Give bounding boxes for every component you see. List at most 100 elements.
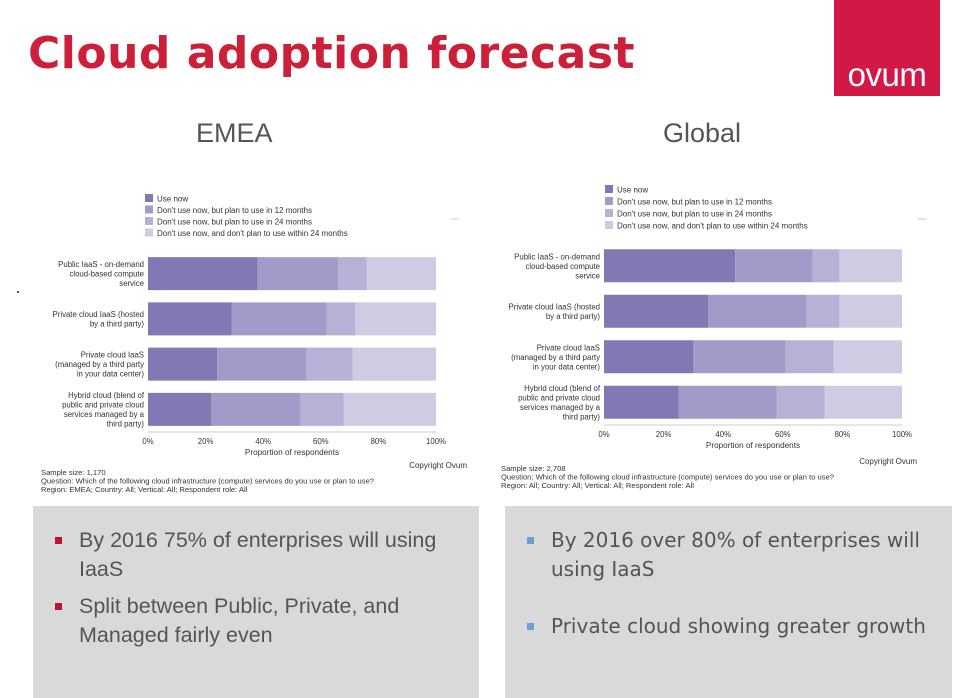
bar-segment — [366, 257, 436, 291]
emea-bullet-list: By 2016 75% of enterprises will using Ia… — [55, 526, 455, 650]
x-axis-title: Proportion of respondents — [706, 441, 800, 450]
bar-segment — [148, 347, 218, 381]
question-text: Question: Which of the following cloud i… — [41, 477, 374, 486]
global-bullet-list: By 2016 over 80% of enterprises will usi… — [527, 526, 928, 641]
bar-segment — [839, 294, 902, 328]
x-tick-label: 80% — [835, 430, 851, 439]
x-tick-label: 60% — [313, 437, 329, 446]
question-text: Question: Which of the following cloud i… — [501, 473, 834, 482]
legend-swatch — [145, 205, 153, 214]
legend-label: Use now — [617, 186, 648, 195]
global-heading: Global — [663, 118, 742, 148]
x-tick-label: 0% — [142, 437, 153, 446]
square-bullet-icon — [527, 537, 534, 544]
bar-segment — [604, 340, 694, 374]
bar-segment — [776, 385, 825, 419]
category-label: Private cloud IaaS (managed by a third pa… — [511, 343, 600, 371]
global-chart-svg: Use now Don't use now, but plan to use in… — [501, 185, 926, 490]
copyright-text: Copyright Ovum — [859, 457, 917, 466]
x-tick-label: 100% — [892, 430, 912, 439]
bar-segment — [812, 249, 840, 283]
bar-segment — [257, 257, 339, 291]
emea-bullet-item: By 2016 75% of enterprises will using Ia… — [55, 526, 455, 584]
stray-mark — [17, 291, 19, 293]
square-bullet-icon — [55, 603, 62, 610]
x-tick-label: 20% — [656, 430, 672, 439]
x-tick-label: 40% — [255, 437, 271, 446]
bar-segment — [231, 302, 327, 336]
legend-label: Don't use now, but plan to use in 12 mon… — [157, 206, 312, 215]
x-tick-label: 40% — [715, 430, 731, 439]
bar-segment — [338, 257, 367, 291]
bar-segment — [326, 302, 356, 336]
bullet-text: By 2016 75% of enterprises will using Ia… — [79, 528, 437, 581]
bar-segment — [148, 302, 232, 336]
emea-chart: Use now Don't use now, but plan to use in… — [33, 188, 478, 500]
emea-bullet-item: Split between Public, Private, and Manag… — [55, 592, 455, 650]
legend-label: Don't use now, but plan to use in 24 mon… — [157, 218, 312, 227]
emea-chart-svg: Use now Don't use now, but plan to use in… — [41, 194, 467, 494]
bar-segment — [735, 249, 813, 283]
bar-segment — [604, 385, 679, 419]
square-bullet-icon — [527, 623, 534, 630]
square-bullet-icon — [55, 537, 62, 544]
bar-segment — [678, 385, 777, 419]
bar-segment — [306, 347, 353, 381]
legend-swatch — [145, 217, 153, 225]
bar-segment — [604, 294, 709, 328]
category-label: Hybrid cloud (blend of public and private… — [62, 391, 145, 429]
bar-segment — [352, 347, 436, 381]
bar-segment — [839, 249, 902, 283]
x-tick-label: 60% — [775, 430, 791, 439]
legend-label: Don't use now, but plan to use in 12 mon… — [617, 198, 772, 207]
bullet-text: Private cloud showing greater growth — [551, 614, 926, 638]
legend-label: Don't use now, and don't plan to use wit… — [617, 222, 808, 231]
legend-swatch — [605, 209, 613, 217]
legend-label: Use now — [157, 195, 188, 204]
x-tick-label: 80% — [371, 437, 387, 446]
legend-label: Don't use now, and don't plan to use wit… — [157, 229, 348, 238]
legend-swatch — [145, 228, 153, 237]
bullet-text: By 2016 over 80% of enterprises will usi… — [551, 528, 920, 581]
legend-swatch — [605, 221, 613, 229]
bar-segment — [148, 392, 212, 426]
x-tick-label: 100% — [426, 437, 446, 446]
sample-size-text: Sample size: 2,708 — [501, 464, 566, 473]
bar-segment — [604, 249, 736, 283]
emea-summary-panel: By 2016 75% of enterprises will using Ia… — [33, 506, 479, 698]
region-text: Region: All; Country: All; Vertical: All… — [501, 481, 694, 490]
global-bullet-item: By 2016 over 80% of enterprises will usi… — [527, 526, 928, 584]
category-label: Private cloud IaaS (managed by a third pa… — [55, 351, 144, 379]
legend-swatch — [145, 194, 153, 202]
bar-segment — [785, 340, 834, 374]
category-label: Private cloud IaaS (hosted by a third par… — [509, 303, 601, 322]
x-tick-label: 0% — [598, 430, 609, 439]
bar-segment — [806, 294, 840, 328]
bar-segment — [300, 392, 344, 426]
x-axis-title: Proportion of respondents — [245, 448, 339, 457]
category-label: Private cloud IaaS (hosted by a third par… — [53, 310, 145, 329]
category-label: Public IaaS - on-demand cloud-based compu… — [58, 260, 144, 288]
category-label: Hybrid cloud (blend of public and private… — [518, 384, 601, 422]
bar-segment — [355, 302, 436, 336]
global-summary-panel: By 2016 over 80% of enterprises will usi… — [505, 506, 952, 698]
legend-swatch — [605, 197, 613, 205]
bullet-text: Split between Public, Private, and Manag… — [79, 594, 400, 647]
bar-segment — [217, 347, 307, 381]
bar-segment — [833, 340, 902, 374]
global-chart: Use now Don't use now, but plan to use in… — [497, 180, 932, 495]
category-label: Public IaaS - on-demand cloud-based compu… — [514, 252, 600, 280]
legend-label: Don't use now, but plan to use in 24 mon… — [617, 210, 772, 219]
legend-swatch — [605, 185, 613, 193]
bar-segment — [693, 340, 786, 374]
bar-segment — [148, 257, 258, 291]
global-bullet-item: Private cloud showing greater growth — [527, 612, 928, 641]
sample-size-text: Sample size: 1,170 — [41, 468, 106, 477]
copyright-text: Copyright Ovum — [409, 461, 467, 470]
x-tick-label: 20% — [198, 437, 214, 446]
bar-segment — [211, 392, 301, 426]
region-text: Region: EMEA; Country: All; Vertical: Al… — [41, 485, 248, 494]
page-title: Cloud adoption forecast — [28, 28, 636, 79]
bar-segment — [708, 294, 807, 328]
ovum-logo: ovum — [834, 0, 940, 96]
